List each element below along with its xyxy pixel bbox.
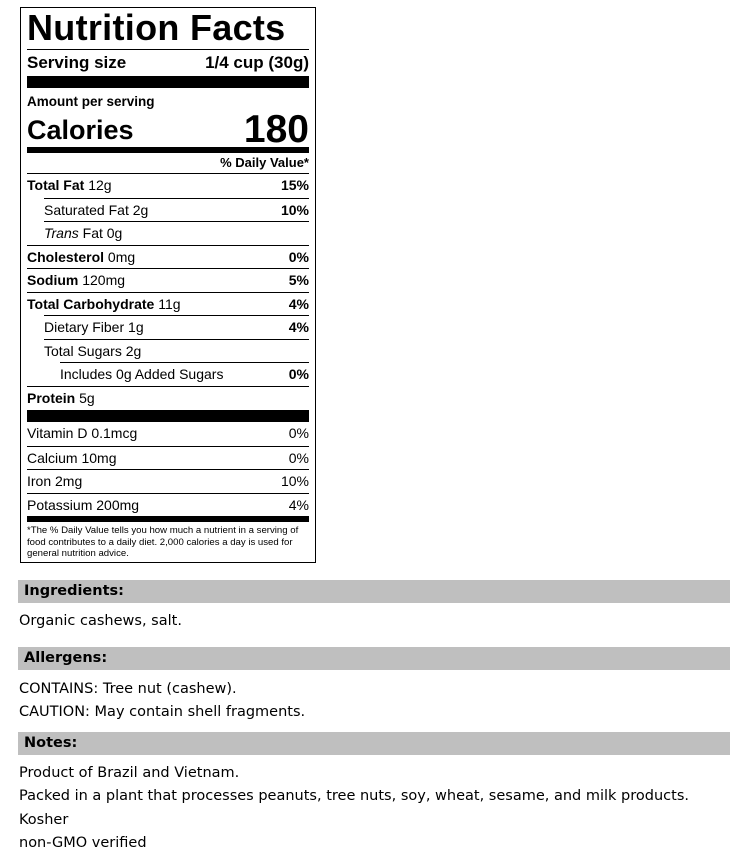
thick-divider bbox=[27, 410, 309, 422]
vitamin-row: Potassium 200mg 4% bbox=[27, 492, 309, 517]
amount-per-serving: Amount per serving bbox=[27, 94, 155, 109]
ingredients-text: Organic cashews, salt. bbox=[19, 613, 182, 629]
nutrient-row: Total Sugars 2g bbox=[44, 338, 309, 363]
calories-label: Calories bbox=[27, 115, 134, 145]
nutrient-name: Total Fat 12g bbox=[27, 177, 112, 193]
nutrient-name: Total Sugars 2g bbox=[44, 342, 142, 359]
nutrient-row: Cholesterol 0mg 0% bbox=[27, 244, 309, 269]
allergens-heading: Allergens: bbox=[18, 647, 730, 670]
ingredients-heading: Ingredients: bbox=[18, 580, 730, 603]
serving-size: Serving size 1/4 cup (30g) bbox=[27, 49, 309, 75]
vitamin-row: Iron 2mg 10% bbox=[27, 469, 309, 493]
vitamin-dv: 0% bbox=[288, 425, 309, 441]
notes-text: Product of Brazil and Vietnam. Packed in… bbox=[19, 762, 689, 856]
nutrient-name: Trans Fat 0g bbox=[44, 225, 123, 241]
nutrient-name: Saturated Fat 2g bbox=[44, 201, 149, 218]
vitamin-dv: 10% bbox=[280, 473, 309, 489]
nutrient-dv: 4% bbox=[288, 295, 309, 312]
nutrient-row: Total Fat 12g 15% bbox=[27, 174, 309, 198]
vitamin-dv: 4% bbox=[288, 496, 309, 513]
nutrient-row: Saturated Fat 2g 10% bbox=[44, 197, 309, 222]
calories-value: 180 bbox=[243, 108, 309, 151]
note-line: Product of Brazil and Vietnam. bbox=[19, 765, 240, 781]
vitamin-row: Calcium 10mg 0% bbox=[27, 445, 309, 470]
serving-size-label: Serving size bbox=[27, 52, 127, 72]
nutrient-dv: 10% bbox=[280, 201, 309, 218]
nutrient-dv: 0% bbox=[288, 366, 309, 382]
nutrient-name: Dietary Fiber 1g bbox=[44, 319, 144, 335]
allergen-line: CONTAINS: Tree nut (cashew). bbox=[19, 681, 237, 697]
allergen-line: CAUTION: May contain shell fragments. bbox=[19, 704, 306, 721]
medium-divider bbox=[27, 147, 309, 153]
nutrient-name: Protein 5g bbox=[27, 389, 95, 406]
nutrient-row: Sodium 120mg 5% bbox=[27, 268, 309, 292]
daily-value-header: % Daily Value* bbox=[27, 153, 309, 174]
nutrient-list: Total Fat 12g 15% Saturated Fat 2g 10% Trans… bbox=[27, 174, 309, 409]
vitamin-row: Vitamin D 0.1mcg 0% bbox=[27, 422, 309, 446]
note-line: non-GMO verified bbox=[19, 835, 147, 852]
nutrient-row: Includes 0g Added Sugars 0% bbox=[60, 362, 309, 386]
nutrient-row: Trans Fat 0g bbox=[44, 221, 309, 245]
nutrient-row: Total Carbohydrate 11g 4% bbox=[27, 291, 309, 316]
thick-divider bbox=[27, 76, 309, 88]
vitamin-name: Calcium 10mg bbox=[27, 449, 117, 466]
vitamin-name: Vitamin D 0.1mcg bbox=[27, 425, 138, 441]
notes-heading: Notes: bbox=[18, 732, 730, 755]
nutrient-name: Sodium 120mg bbox=[27, 272, 126, 288]
vitamin-name: Iron 2mg bbox=[27, 473, 83, 489]
vitamin-dv: 0% bbox=[288, 449, 309, 466]
label-title: Nutrition Facts bbox=[27, 7, 286, 48]
nutrient-dv: 15% bbox=[280, 177, 309, 193]
nutrient-name: Cholesterol 0mg bbox=[27, 248, 136, 265]
nutrient-dv: 4% bbox=[288, 319, 309, 335]
allergens-text: CONTAINS: Tree nut (cashew). CAUTION: Ma… bbox=[19, 678, 305, 725]
nutrient-name: Includes 0g Added Sugars bbox=[60, 366, 224, 382]
note-line: Kosher bbox=[19, 811, 69, 828]
nutrient-row: Protein 5g bbox=[27, 385, 309, 410]
nutrient-name: Total Carbohydrate 11g bbox=[27, 295, 181, 312]
nutrient-dv: 0% bbox=[288, 248, 309, 265]
vitamin-name: Potassium 200mg bbox=[27, 496, 140, 513]
calories-row: Calories 180 bbox=[27, 108, 309, 151]
medium-divider bbox=[27, 516, 309, 522]
serving-size-value: 1/4 cup (30g) bbox=[205, 52, 309, 72]
nutrition-facts-label: Nutrition Facts Serving size 1/4 cup (30… bbox=[20, 7, 316, 563]
note-line: Packed in a plant that processes peanuts… bbox=[19, 788, 689, 805]
footnote: *The % Daily Value tells you how much a … bbox=[27, 525, 299, 559]
nutrient-dv: 5% bbox=[288, 272, 309, 288]
vitamin-list: Vitamin D 0.1mcg 0% Calcium 10mg 0% Iron 2mg… bbox=[27, 422, 309, 516]
nutrient-row: Dietary Fiber 1g 4% bbox=[44, 315, 309, 339]
